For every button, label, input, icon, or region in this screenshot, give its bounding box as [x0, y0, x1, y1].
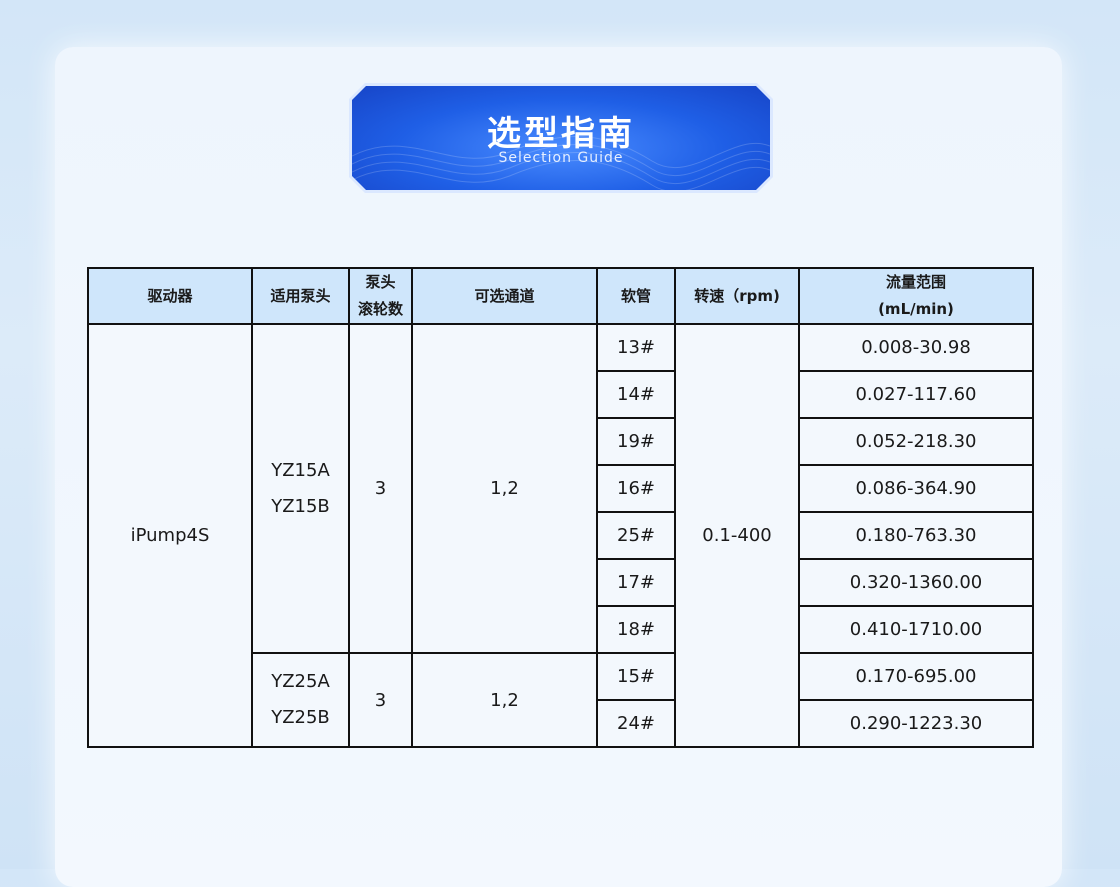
header-flow: 流量范围 (mL/min) [798, 267, 1034, 325]
pump-head: YZ15B [271, 495, 330, 517]
header-channels: 可选通道 [411, 267, 598, 325]
header-rollers-line1: 泵头 [365, 273, 396, 291]
tube-cell: 16# [596, 464, 676, 513]
header-speed: 转速（rpm) [674, 267, 800, 325]
flow-cell: 0.170-695.00 [798, 652, 1034, 701]
selection-table: 驱动器 适用泵头 泵头滚轮数 可选通道 软管 转速（rpm) 流量范围 (mL/m… [87, 267, 1034, 748]
header-flow-line1: 流量范围 [885, 273, 946, 291]
header-rollers: 泵头 滚轮数 [348, 267, 413, 325]
tube-cell: 15# [596, 652, 676, 701]
tube-cell: 13# [596, 323, 676, 372]
channels-cell: 1,2 [411, 323, 598, 654]
tube-cell: 17# [596, 558, 676, 607]
flow-cell: 0.052-218.30 [798, 417, 1034, 466]
table-row: 14# 0.027-117.60 [88, 370, 1034, 419]
flow-cell: 0.320-1360.00 [798, 558, 1034, 607]
channels-cell: 1,2 [411, 652, 598, 748]
header-driver: 驱动器 [87, 267, 253, 325]
table-row: 16# 0.086-364.90 [88, 464, 1034, 513]
table-row: 24# 0.290-1223.30 [88, 699, 1034, 748]
selection-guide-banner: 选型指南 Selection Guide [352, 86, 770, 190]
header-pump-head: 适用泵头 [251, 267, 350, 325]
table-row: 25# 0.180-763.30 [88, 511, 1034, 560]
table-row: YZ25A YZ25B 3 1,2 15# 0.170-695.00 [88, 652, 1034, 748]
flow-cell: 0.086-364.90 [798, 464, 1034, 513]
table-row: 18# 0.410-1710.00 [88, 605, 1034, 654]
tube-cell: 19# [596, 417, 676, 466]
header-tube: 软管 [596, 267, 676, 325]
tube-cell: 25# [596, 511, 676, 560]
banner-title: 选型指南 [487, 114, 635, 154]
pump-head-cell: YZ25A YZ25B [251, 652, 350, 748]
flow-cell: 0.008-30.98 [798, 323, 1034, 372]
flow-cell: 0.027-117.60 [798, 370, 1034, 419]
rollers-cell: 3 [348, 323, 413, 654]
table-row: 17# 0.320-1360.00 [88, 558, 1034, 607]
wave-decoration [352, 86, 770, 190]
banner-subtitle: Selection Guide [498, 150, 624, 166]
tube-cell: 24# [596, 699, 676, 748]
tube-cell: 18# [596, 605, 676, 654]
header-rollers-line2: 滚轮数 [357, 300, 403, 318]
flow-cell: 0.410-1710.00 [798, 605, 1034, 654]
rollers-cell: 3 [348, 652, 413, 748]
driver-cell: iPump4S [87, 323, 253, 748]
pump-head-cell: YZ15A YZ15B [251, 323, 350, 654]
flow-cell: 0.290-1223.30 [798, 699, 1034, 748]
header-row: 驱动器 适用泵头 泵头滚轮数 可选通道 软管 转速（rpm) 流量范围 (mL/m… [87, 267, 1034, 325]
speed-cell: 0.1-400 [674, 323, 800, 748]
pump-head: YZ25B [271, 707, 330, 728]
pump-head: YZ25A [271, 671, 330, 692]
pump-head: YZ15A [271, 459, 330, 481]
tube-cell: 14# [596, 370, 676, 419]
table-row: iPump4S YZ15A YZ15B 3 1,2 13# 0.1-400 0.0… [87, 323, 1034, 748]
flow-cell: 0.180-763.30 [798, 511, 1034, 560]
table-row: 19# 0.052-218.30 [88, 417, 1034, 466]
header-flow-line2: (mL/min) [878, 300, 954, 318]
